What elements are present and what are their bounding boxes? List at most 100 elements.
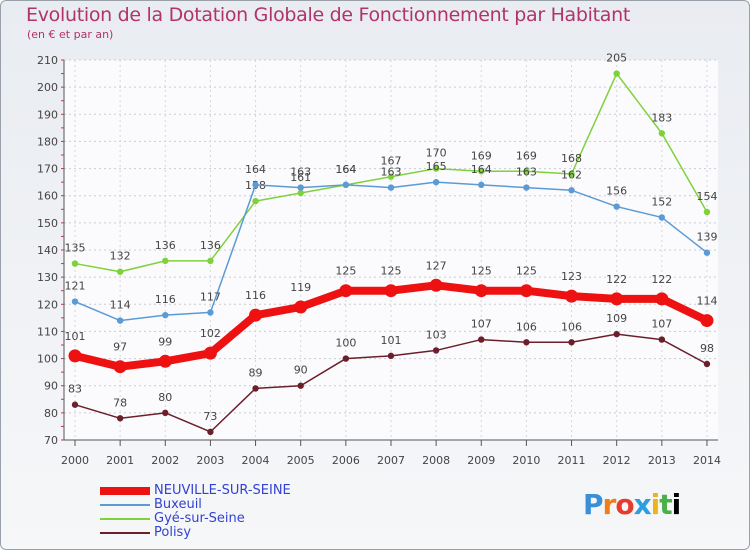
y-tick-label: 170 xyxy=(37,163,58,176)
data-point-gy-sur-seine xyxy=(568,170,575,178)
data-label-polisy: 100 xyxy=(335,337,356,350)
data-label-polisy: 107 xyxy=(471,318,492,331)
data-label-polisy: 90 xyxy=(294,364,308,377)
data-label-neuville-sur-seine: 125 xyxy=(516,265,537,278)
data-label-buxeuil: 163 xyxy=(516,166,537,179)
x-tick-label: 2006 xyxy=(332,454,360,467)
data-label-polisy: 83 xyxy=(68,383,82,396)
data-point-buxeuil xyxy=(613,203,620,210)
data-label-neuville-sur-seine: 102 xyxy=(200,327,221,340)
legend-swatch-buxeuil xyxy=(100,504,150,506)
data-point-gy-sur-seine xyxy=(116,268,124,275)
data-label-neuville-sur-seine: 116 xyxy=(245,289,266,302)
data-point-gy-sur-seine xyxy=(387,173,395,180)
data-point-gy-sur-seine xyxy=(252,197,259,205)
data-label-polisy: 107 xyxy=(651,318,672,331)
y-tick-label: 210 xyxy=(37,54,58,67)
data-label-buxeuil: 152 xyxy=(651,195,672,208)
data-point-neuville-sur-seine xyxy=(249,308,263,322)
y-tick-label: 80 xyxy=(44,407,58,420)
data-point-buxeuil xyxy=(342,181,350,189)
data-label-polisy: 103 xyxy=(426,328,447,341)
legend-item-gye: Gyé-sur-Seine xyxy=(100,511,360,526)
data-point-gy-sur-seine xyxy=(523,168,530,175)
y-tick-label: 190 xyxy=(37,108,58,121)
data-point-neuville-sur-seine xyxy=(339,284,353,298)
data-label-neuville-sur-seine: 119 xyxy=(290,281,311,294)
data-label-buxeuil: 121 xyxy=(65,280,86,293)
data-label-polisy: 101 xyxy=(380,334,401,347)
data-label-neuville-sur-seine: 99 xyxy=(158,335,172,348)
data-point-neuville-sur-seine xyxy=(158,354,172,368)
data-point-neuville-sur-seine xyxy=(429,278,443,292)
data-label-gy-sur-seine: 169 xyxy=(516,149,537,162)
data-point-buxeuil xyxy=(568,187,575,194)
data-point-neuville-sur-seine xyxy=(113,360,127,374)
data-point-polisy xyxy=(523,339,530,346)
proxiti-logo: Proxiti xyxy=(583,488,681,521)
data-label-gy-sur-seine: 170 xyxy=(426,147,447,160)
y-tick-label: 90 xyxy=(44,380,58,393)
data-point-polisy xyxy=(162,409,169,417)
data-label-gy-sur-seine: 168 xyxy=(561,152,582,165)
legend-item-polisy: Polisy xyxy=(100,525,360,540)
data-point-polisy xyxy=(478,336,485,343)
data-point-gy-sur-seine xyxy=(613,70,620,77)
x-tick-label: 2008 xyxy=(422,454,450,467)
x-tick-label: 2000 xyxy=(61,454,89,467)
data-point-polisy xyxy=(252,385,259,392)
data-label-gy-sur-seine: 135 xyxy=(65,242,86,255)
data-point-buxeuil xyxy=(71,298,79,305)
x-tick-label: 2003 xyxy=(196,454,224,467)
data-point-buxeuil xyxy=(207,309,214,316)
x-tick-label: 2014 xyxy=(693,454,721,467)
data-label-neuville-sur-seine: 123 xyxy=(561,270,582,283)
data-point-polisy xyxy=(703,360,711,368)
data-label-buxeuil: 116 xyxy=(155,293,176,306)
data-point-neuville-sur-seine xyxy=(700,314,714,328)
data-point-neuville-sur-seine xyxy=(519,284,533,298)
data-point-neuville-sur-seine xyxy=(474,284,488,298)
data-point-buxeuil xyxy=(658,214,666,221)
data-label-buxeuil: 164 xyxy=(245,163,266,176)
data-label-polisy: 106 xyxy=(561,320,582,333)
data-point-buxeuil xyxy=(116,317,124,324)
data-label-neuville-sur-seine: 125 xyxy=(380,265,401,278)
y-tick-label: 130 xyxy=(37,271,58,284)
data-point-buxeuil xyxy=(703,249,711,256)
x-tick-label: 2011 xyxy=(558,454,586,467)
data-point-polisy xyxy=(658,336,666,343)
data-point-polisy xyxy=(297,382,304,389)
data-label-neuville-sur-seine: 114 xyxy=(696,295,717,308)
y-tick-label: 70 xyxy=(44,434,58,447)
data-label-polisy: 89 xyxy=(249,366,263,379)
data-point-gy-sur-seine xyxy=(207,257,214,265)
x-tick-label: 2001 xyxy=(106,454,134,467)
data-point-polisy xyxy=(387,352,395,360)
data-label-buxeuil: 117 xyxy=(200,290,221,303)
data-point-gy-sur-seine xyxy=(71,260,79,267)
chart-legend: NEUVILLE-SUR-SEINE Buxeuil Gyé-sur-Seine… xyxy=(100,483,360,540)
data-label-polisy: 73 xyxy=(203,410,217,423)
y-tick-label: 150 xyxy=(37,217,58,230)
x-tick-label: 2005 xyxy=(287,454,315,467)
data-point-neuville-sur-seine xyxy=(203,346,217,360)
data-label-gy-sur-seine: 169 xyxy=(471,149,492,162)
x-tick-label: 2009 xyxy=(467,454,495,467)
data-label-polisy: 106 xyxy=(516,320,537,333)
data-point-buxeuil xyxy=(478,181,485,189)
data-point-neuville-sur-seine xyxy=(384,284,398,298)
data-label-buxeuil: 114 xyxy=(110,299,131,312)
y-tick-label: 120 xyxy=(37,298,58,311)
chart-title: Evolution de la Dotation Globale de Fonc… xyxy=(26,4,631,26)
data-label-gy-sur-seine: 167 xyxy=(380,155,401,168)
data-point-neuville-sur-seine xyxy=(610,292,624,306)
data-point-buxeuil xyxy=(297,184,304,191)
data-label-polisy: 109 xyxy=(606,312,627,325)
legend-item-neuville: NEUVILLE-SUR-SEINE xyxy=(100,483,360,498)
data-point-gy-sur-seine xyxy=(658,130,666,137)
legend-label-buxeuil: Buxeuil xyxy=(154,497,202,512)
y-tick-label: 200 xyxy=(37,81,58,94)
data-point-gy-sur-seine xyxy=(703,208,711,216)
